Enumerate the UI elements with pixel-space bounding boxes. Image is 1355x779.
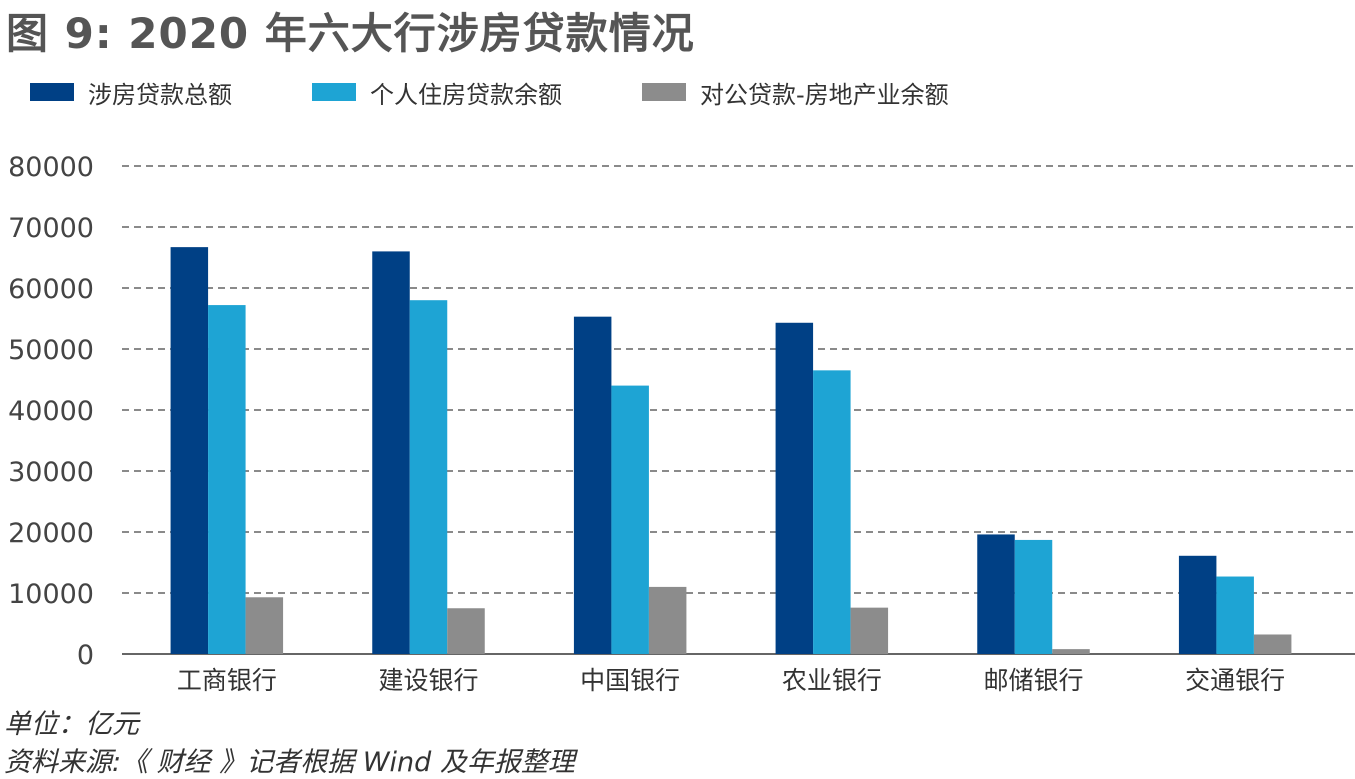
x-axis-ticks: 工商银行 建设银行 中国银行 农业银行 邮储银行 交通银行: [177, 666, 1285, 695]
y-tick-label: 50000: [8, 335, 94, 366]
legend-swatch-total: [30, 83, 74, 101]
bar-邮储银行-个人住房贷款余额: [1014, 539, 1053, 654]
y-tick-label: 10000: [8, 579, 94, 610]
bar-建设银行-对公贷款-房地产业余额: [447, 608, 485, 654]
bar-农业银行-个人住房贷款余额: [813, 370, 851, 654]
unit-note: 单位：亿元: [4, 709, 139, 740]
legend-swatch-personal: [312, 83, 356, 101]
y-tick-label: 30000: [8, 457, 94, 488]
legend-item-corporate: 对公贷款-房地产业余额: [642, 72, 949, 112]
legend-label-personal: 个人住房贷款余额: [370, 80, 562, 109]
bar-交通银行-对公贷款-房地产业余额: [1253, 634, 1292, 654]
y-tick-label: 20000: [8, 518, 94, 549]
legend-swatch-corporate: [642, 83, 686, 101]
source-note: 资料来源:《 财经 》记者根据 Wind 及年报整理: [4, 747, 575, 778]
grid-lines: [122, 165, 1355, 655]
chart-title: 图 9: 2020 年六大行涉房贷款情况: [6, 9, 695, 58]
bar-中国银行-涉房贷款总额: [573, 316, 612, 654]
bar-工商银行-个人住房贷款余额: [208, 305, 246, 654]
y-axis-ticks: 0 10000 20000 30000 40000 50000 60000 70000 8000…: [8, 152, 94, 671]
bar-工商银行-对公贷款-房地产业余额: [245, 597, 284, 654]
bar-交通银行-个人住房贷款余额: [1216, 576, 1254, 654]
bar-邮储银行-涉房贷款总额: [977, 534, 1015, 654]
x-tick-label: 中国银行: [580, 666, 680, 695]
legend-label-corporate: 对公贷款-房地产业余额: [700, 80, 949, 109]
x-tick-label: 邮储银行: [983, 666, 1083, 695]
bar-农业银行-涉房贷款总额: [775, 322, 814, 654]
bar-建设银行-个人住房贷款余额: [409, 300, 448, 654]
bar-中国银行-对公贷款-房地产业余额: [648, 586, 687, 654]
x-tick-label: 建设银行: [378, 666, 478, 695]
y-tick-label: 0: [77, 640, 94, 671]
bar-交通银行-涉房贷款总额: [1178, 555, 1217, 654]
y-tick-label: 60000: [8, 274, 94, 305]
chart-legend: 涉房贷款总额 个人住房贷款余额 对公贷款-房地产业余额: [0, 72, 1355, 112]
legend-item-total: 涉房贷款总额: [30, 72, 232, 112]
x-tick-label: 农业银行: [782, 666, 882, 695]
bar-建设银行-涉房贷款总额: [372, 251, 410, 654]
legend-label-total: 涉房贷款总额: [88, 80, 232, 109]
bar-工商银行-涉房贷款总额: [170, 247, 209, 654]
y-tick-label: 80000: [8, 152, 94, 183]
bar-中国银行-个人住房贷款余额: [611, 385, 649, 654]
x-tick-label: 工商银行: [177, 666, 277, 695]
bars: [170, 247, 1292, 654]
y-tick-label: 70000: [8, 213, 94, 244]
x-tick-label: 交通银行: [1185, 666, 1285, 695]
legend-item-personal: 个人住房贷款余额: [312, 72, 562, 112]
y-tick-label: 40000: [8, 396, 94, 427]
bar-农业银行-对公贷款-房地产业余额: [850, 607, 889, 654]
bar-邮储银行-对公贷款-房地产业余额: [1052, 649, 1090, 654]
